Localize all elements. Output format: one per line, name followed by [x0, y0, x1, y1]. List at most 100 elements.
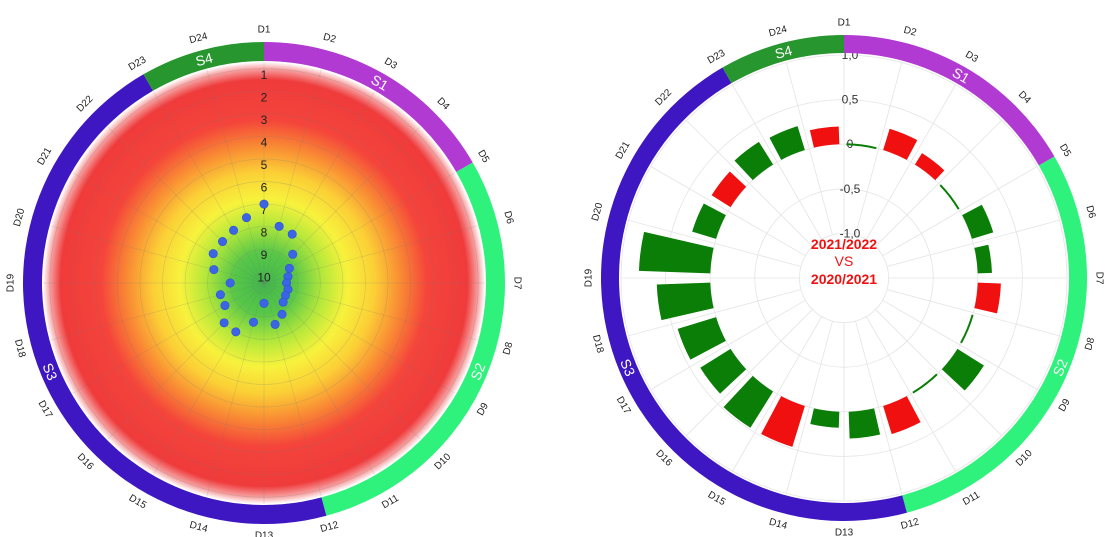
- angular-gridline: [263, 282, 421, 440]
- day-label: D18: [590, 334, 605, 355]
- radial-tick-label: 2: [261, 90, 268, 104]
- data-point: [229, 225, 239, 235]
- day-label: D6: [501, 210, 515, 226]
- radial-gridline: [71, 90, 457, 476]
- angular-gridline: [732, 84, 823, 240]
- day-label: D12: [900, 517, 921, 532]
- radial-gridline: [139, 158, 389, 408]
- day-label: D3: [382, 56, 399, 72]
- radial-tick-label: 4: [261, 135, 268, 149]
- day-label: D11: [961, 489, 982, 508]
- season-label: S3: [39, 361, 60, 383]
- data-point: [270, 319, 280, 329]
- baseline-arc: [939, 184, 960, 210]
- angular-gridline: [263, 91, 375, 284]
- day-label: D24: [768, 24, 789, 39]
- bar: [638, 231, 714, 274]
- bar: [883, 128, 918, 160]
- radial-tick-label: -1,0: [840, 226, 861, 240]
- day-label: D22: [653, 87, 674, 108]
- angular-gridline: [650, 166, 806, 257]
- bar: [914, 153, 945, 181]
- bar: [883, 396, 921, 435]
- angular-gridline: [153, 282, 265, 475]
- data-point: [278, 297, 288, 307]
- angular-gridline: [107, 282, 265, 440]
- bar: [761, 396, 805, 447]
- season-label: S4: [194, 49, 215, 69]
- angular-gridline: [206, 69, 265, 284]
- day-label: D23: [127, 54, 149, 73]
- day-label: D4: [434, 96, 451, 113]
- angular-gridline: [785, 320, 833, 494]
- day-label: D15: [706, 489, 728, 508]
- bar: [941, 348, 984, 391]
- angular-gridline: [686, 120, 813, 247]
- radial-tick-label: 8: [261, 226, 268, 240]
- angular-gridline: [107, 126, 265, 284]
- day-label: D9: [1057, 397, 1073, 414]
- angular-gridline: [263, 282, 322, 497]
- data-point: [209, 265, 219, 275]
- day-label: D6: [1083, 204, 1097, 220]
- season-band: [722, 35, 844, 84]
- season-label: S1: [950, 64, 973, 87]
- season-band: [601, 67, 907, 522]
- radial-tick-label: 9: [261, 248, 268, 262]
- season-band: [264, 42, 473, 172]
- bar: [677, 317, 726, 360]
- angular-gridline: [263, 282, 478, 341]
- data-point: [215, 290, 225, 300]
- day-label: D10: [1014, 448, 1035, 469]
- data-point: [208, 249, 218, 259]
- radial-gridline: [49, 68, 479, 498]
- day-label: D19: [6, 273, 17, 292]
- data-point: [248, 317, 258, 327]
- bar: [700, 348, 747, 394]
- angular-gridline: [628, 219, 802, 267]
- angular-gridline: [882, 299, 1038, 390]
- radial-tick-label: -0,5: [840, 182, 861, 196]
- bar: [810, 408, 840, 428]
- day-label: D17: [614, 395, 633, 417]
- angular-gridline: [865, 84, 956, 240]
- day-label: D16: [653, 448, 674, 469]
- baseline-arc: [846, 143, 877, 150]
- radial-tick-label: 10: [257, 271, 271, 285]
- day-label: D17: [36, 399, 55, 421]
- data-point: [220, 301, 230, 311]
- season-label: S3: [617, 357, 638, 379]
- angular-gridline: [855, 320, 903, 494]
- radial-tick-label: 6: [261, 181, 268, 195]
- day-label: D20: [590, 201, 605, 222]
- angular-gridline: [263, 69, 322, 284]
- angular-gridline: [686, 309, 813, 436]
- data-point: [231, 327, 241, 337]
- angular-gridline: [785, 62, 833, 236]
- radial-tick-label: 7: [261, 203, 268, 217]
- bar: [848, 408, 881, 439]
- data-point: [225, 278, 235, 288]
- angular-gridline: [650, 299, 806, 390]
- radial-tick-label: 5: [261, 158, 268, 172]
- day-label: D22: [75, 93, 96, 114]
- day-label: D11: [380, 493, 401, 512]
- angular-gridline: [72, 172, 265, 284]
- day-label: D19: [584, 268, 595, 287]
- angular-gridline: [886, 219, 1060, 267]
- day-label: D9: [475, 401, 491, 418]
- day-label: D15: [127, 493, 149, 512]
- polar-bar-chart: 1,00,50-0,5-1,0S1S2S3S4D1D2D3D4D5D6D7D8D…: [584, 18, 1105, 537]
- day-label: D4: [1016, 89, 1033, 106]
- angular-gridline: [855, 62, 903, 236]
- season-label: S4: [773, 42, 794, 62]
- season-label: S1: [368, 71, 391, 94]
- angular-gridline: [875, 309, 1002, 436]
- angular-gridline: [72, 282, 265, 394]
- center-text-line: 2020/2021: [811, 271, 877, 287]
- day-label: D13: [255, 531, 274, 537]
- day-label: D13: [835, 528, 854, 537]
- data-point: [259, 199, 269, 209]
- bar: [734, 141, 774, 181]
